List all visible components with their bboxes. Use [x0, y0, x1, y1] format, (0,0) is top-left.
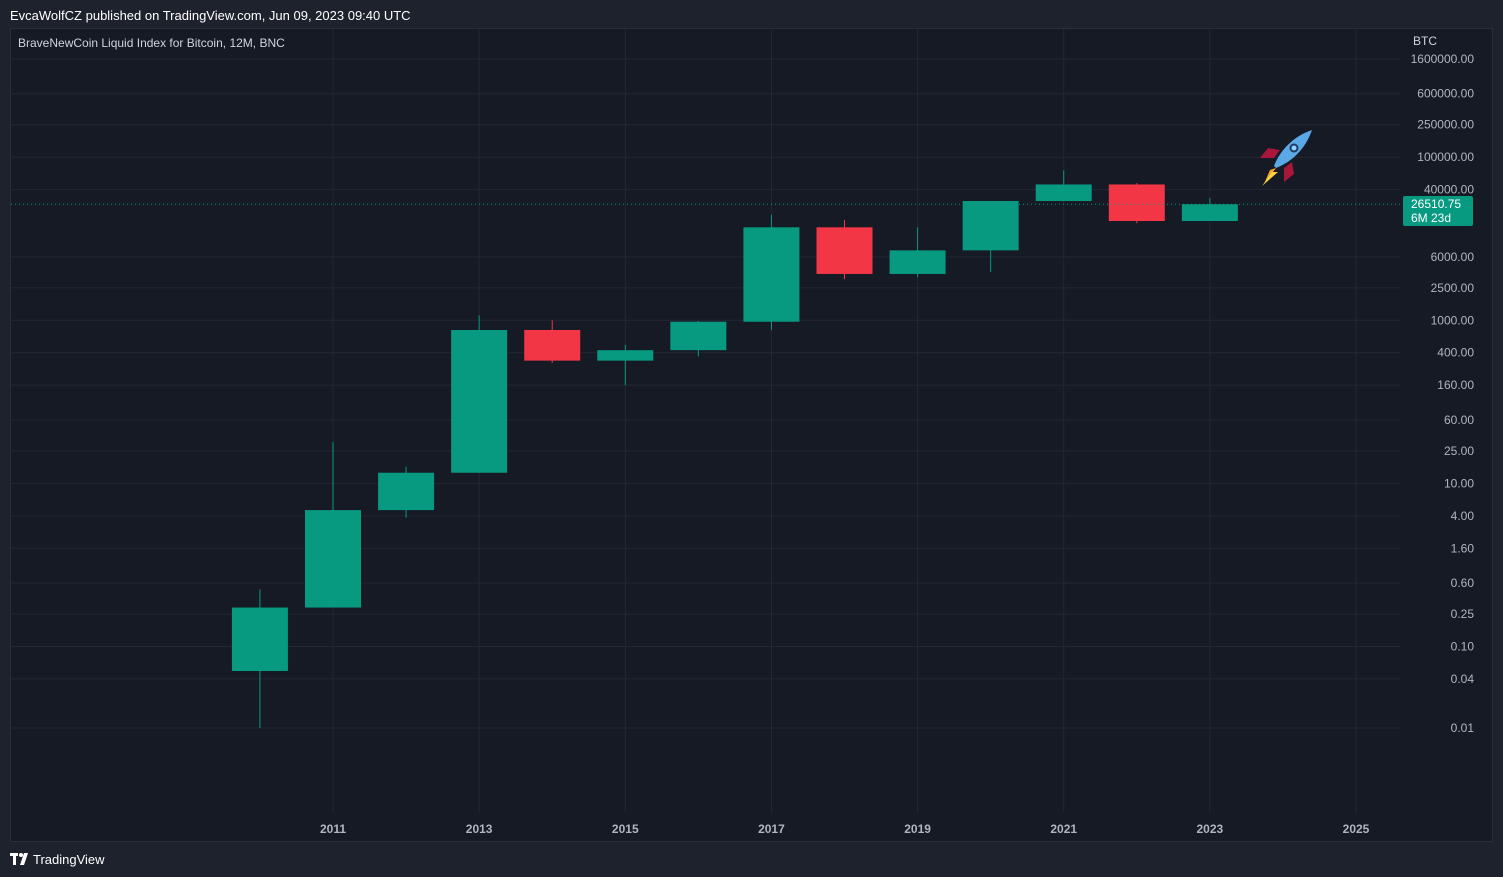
- candle-body: [1181, 204, 1238, 221]
- time-tick-label: 2021: [1050, 822, 1077, 836]
- grid-lines: [11, 29, 1400, 812]
- candle-2020: [962, 201, 1019, 273]
- last-price-tag: 26510.75 6M 23d: [1403, 196, 1473, 226]
- price-tick-label: 400.00: [1437, 346, 1474, 360]
- candle-2012: [378, 466, 435, 518]
- candle-body: [378, 472, 435, 511]
- footer-brand[interactable]: TradingView: [33, 852, 105, 867]
- price-tick-label: 0.01: [1451, 721, 1475, 735]
- candle-2013: [451, 315, 508, 473]
- candle-body: [962, 201, 1019, 251]
- price-tick-label: 100000.00: [1417, 150, 1474, 164]
- price-tick-label: 600000.00: [1417, 87, 1474, 101]
- candle-body: [889, 250, 946, 274]
- bar-countdown: 6M 23d: [1411, 211, 1452, 225]
- price-tick-label: 2500.00: [1431, 281, 1475, 295]
- tradingview-logo-icon[interactable]: [10, 852, 32, 866]
- price-tick-label: 1.60: [1451, 541, 1475, 555]
- price-tick-label: 160.00: [1437, 378, 1474, 392]
- candle-2021: [1035, 170, 1092, 202]
- time-tick-label: 2011: [320, 822, 346, 836]
- price-tick-label: 0.04: [1451, 672, 1475, 686]
- candle-body: [816, 227, 873, 274]
- time-tick-label: 2013: [466, 822, 493, 836]
- candle-body: [1108, 184, 1165, 221]
- time-tick-label: 2015: [612, 822, 639, 836]
- published-by-line: EvcaWolfCZ published on TradingView.com,…: [10, 8, 411, 23]
- candle-2022: [1108, 183, 1165, 224]
- time-tick-label: 2019: [904, 822, 931, 836]
- chart-pane[interactable]: [10, 28, 1493, 842]
- price-axis-ticks: 1600000.00 600000.00 250000.00 100000.00 400…: [1411, 52, 1475, 735]
- candle-2011: [305, 442, 361, 608]
- candle-body: [670, 321, 727, 351]
- last-price-value: 26510.75: [1411, 197, 1462, 211]
- price-tick-label: 10.00: [1444, 476, 1474, 490]
- candle-2015: [597, 344, 654, 386]
- price-tick-label: 6000.00: [1431, 250, 1475, 264]
- candle-body: [231, 607, 288, 672]
- candle-body: [597, 350, 654, 361]
- top-bar: EvcaWolfCZ published on TradingView.com,…: [0, 0, 1503, 28]
- time-tick-label: 2025: [1343, 822, 1370, 836]
- candle-body: [305, 510, 361, 608]
- price-tick-label: 250000.00: [1417, 118, 1474, 132]
- price-tick-label: 40000.00: [1424, 183, 1474, 197]
- price-tick-label: 0.25: [1451, 607, 1475, 621]
- candles: [231, 170, 1238, 728]
- price-tick-label: 60.00: [1444, 413, 1474, 427]
- price-tick-label: 25.00: [1444, 444, 1474, 458]
- price-tick-label: 0.60: [1451, 576, 1475, 590]
- chart-legend-title: BraveNewCoin Liquid Index for Bitcoin, 1…: [18, 36, 285, 50]
- time-tick-label: 2017: [758, 822, 785, 836]
- price-axis-currency: BTC: [1413, 34, 1437, 48]
- candle-body: [743, 227, 800, 322]
- candle-body: [451, 329, 508, 473]
- candle-2017: [743, 214, 800, 330]
- candle-2014: [524, 320, 581, 363]
- price-tick-label: 1600000.00: [1411, 52, 1475, 66]
- candle-2016: [670, 320, 727, 357]
- rocket-icon: [1260, 130, 1312, 186]
- price-tick-label: 4.00: [1451, 509, 1475, 523]
- candle-2019: [889, 227, 946, 277]
- price-tick-label: 0.10: [1451, 639, 1475, 653]
- candle-2010: [231, 589, 288, 728]
- candle-2023: [1181, 198, 1238, 221]
- footer-bar: [0, 842, 1503, 877]
- time-tick-label: 2023: [1197, 822, 1224, 836]
- candle-body: [1035, 184, 1092, 202]
- time-axis-ticks: 2011 2013 2015 2017 2019 2021 2023 2025: [320, 822, 1370, 836]
- price-tick-label: 1000.00: [1431, 313, 1475, 327]
- candle-body: [524, 329, 581, 361]
- candle-2018: [816, 219, 873, 280]
